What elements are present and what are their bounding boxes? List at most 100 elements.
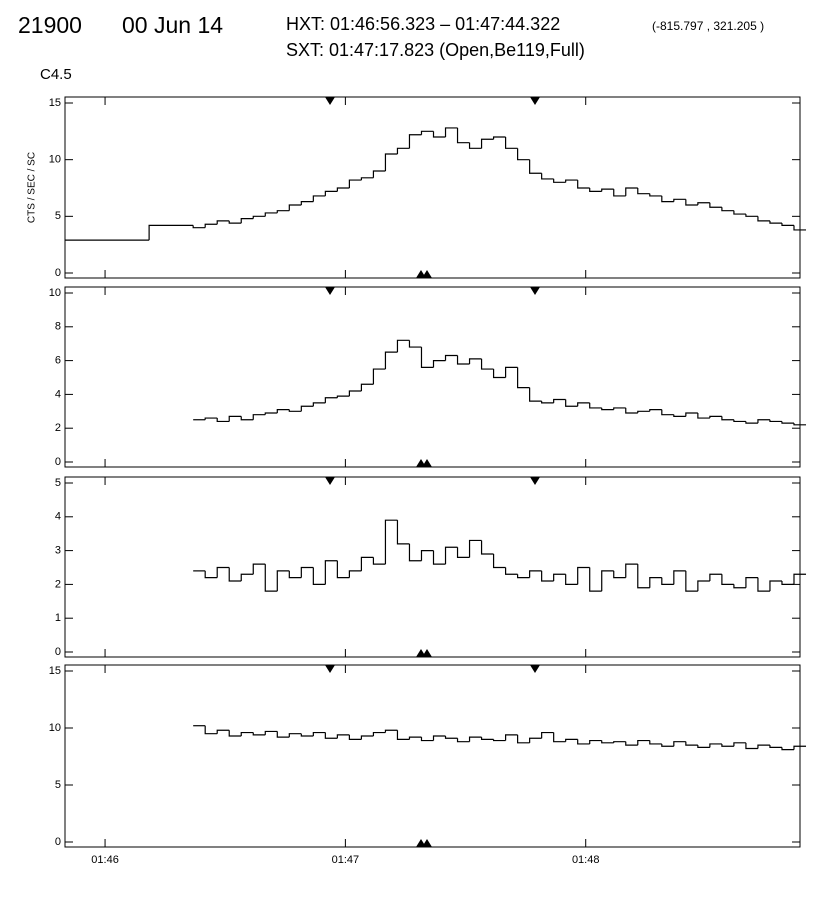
time-marker	[530, 477, 540, 485]
step-bin	[204, 223, 218, 228]
goes-class: C4.5	[40, 66, 72, 83]
plot-frame	[64, 286, 801, 468]
step-bin	[324, 397, 338, 403]
step-bin	[240, 218, 254, 224]
step-bin	[468, 539, 482, 558]
step-bin	[613, 741, 626, 743]
step-bin	[781, 747, 794, 751]
step-bin	[661, 409, 674, 416]
step-bin	[709, 743, 722, 748]
step-bin	[504, 366, 518, 378]
step-bin	[384, 519, 398, 565]
step-bin	[336, 395, 350, 398]
step-bin	[757, 577, 770, 592]
step-bin	[685, 412, 698, 417]
step-bin	[372, 170, 386, 178]
panel: 0 5 10 15 CTS / SEC / SC	[27, 96, 807, 279]
step-bin	[721, 207, 734, 212]
step-bin	[396, 730, 410, 741]
step-bin	[204, 570, 218, 579]
step-bin	[565, 574, 578, 586]
step-bin	[553, 573, 566, 582]
y-tick-label: 2	[55, 578, 61, 590]
step-bin	[312, 195, 326, 202]
y-tick-label: 15	[49, 97, 61, 109]
step-bin	[444, 546, 458, 565]
step-bin	[240, 416, 254, 421]
step-bin	[348, 734, 362, 741]
step-bin	[541, 731, 554, 739]
step-bin	[240, 731, 254, 736]
time-marker	[325, 477, 335, 485]
step-bin	[432, 550, 446, 565]
step-bin	[649, 409, 662, 412]
step-bin	[517, 574, 530, 579]
panel: 0 2 4 6 8 10	[49, 286, 807, 468]
step-bin	[733, 419, 746, 423]
step-bin	[312, 402, 326, 407]
step-bin	[192, 225, 206, 229]
x-tick-label: 01:48	[572, 854, 600, 866]
y-tick-label: 0	[55, 646, 61, 658]
step-bin	[336, 560, 350, 579]
step-bin	[480, 540, 494, 555]
step-bin	[396, 339, 410, 353]
step-bin	[288, 570, 302, 579]
step-bin	[348, 570, 362, 578]
step-bin	[456, 355, 470, 365]
step-bin	[589, 567, 602, 592]
step-bin	[228, 567, 242, 582]
time-marker	[530, 665, 540, 673]
step-bin	[541, 173, 554, 180]
step-bin	[793, 745, 807, 750]
step-bin	[661, 577, 674, 586]
step-bin	[769, 580, 782, 592]
step-bin	[228, 220, 242, 224]
y-tick-label: 1	[55, 612, 61, 624]
step-bin	[372, 368, 386, 385]
step-bin	[456, 127, 470, 144]
step-bin	[408, 543, 422, 562]
step-bin	[216, 566, 230, 578]
panel: 0 1 2 3 4 5	[55, 476, 807, 658]
step-bin	[276, 210, 290, 213]
time-marker	[422, 649, 432, 657]
step-bin	[204, 417, 218, 420]
step-bin	[264, 730, 278, 735]
hxt-interval: HXT: 01:46:56.323 – 01:47:44.322	[286, 14, 560, 34]
step-bin	[625, 563, 638, 578]
step-bin	[276, 731, 290, 738]
y-tick-label: 10	[49, 154, 61, 166]
date: 00 Jun 14	[122, 12, 223, 38]
step-bin	[781, 421, 794, 424]
step-bin	[504, 137, 518, 149]
step-bin	[312, 567, 326, 586]
step-bin	[336, 187, 350, 192]
step-bin	[769, 220, 782, 224]
step-bin	[480, 737, 494, 741]
step-bin	[685, 741, 698, 746]
step-bin	[565, 399, 578, 407]
step-bin	[589, 188, 602, 192]
y-tick-label: 10	[49, 287, 61, 299]
y-axis-label: CTS / SEC / SC	[27, 152, 38, 223]
step-bin	[709, 415, 722, 419]
step-bin	[372, 557, 386, 565]
step-bin	[204, 725, 218, 735]
step-bin	[745, 742, 758, 750]
step-bin	[577, 402, 590, 407]
step-bin	[300, 566, 314, 578]
time-marker	[422, 459, 432, 467]
step-bin	[432, 131, 446, 138]
step-bin	[336, 734, 350, 739]
step-bin	[216, 729, 230, 734]
step-bin	[324, 732, 338, 739]
step-bin	[312, 731, 326, 736]
step-bin	[673, 570, 686, 585]
x-tick-label: 01:47	[332, 854, 360, 866]
step-bin	[420, 737, 434, 742]
step-bin	[228, 730, 242, 737]
step-bin	[480, 138, 494, 149]
step-bin	[408, 340, 422, 348]
